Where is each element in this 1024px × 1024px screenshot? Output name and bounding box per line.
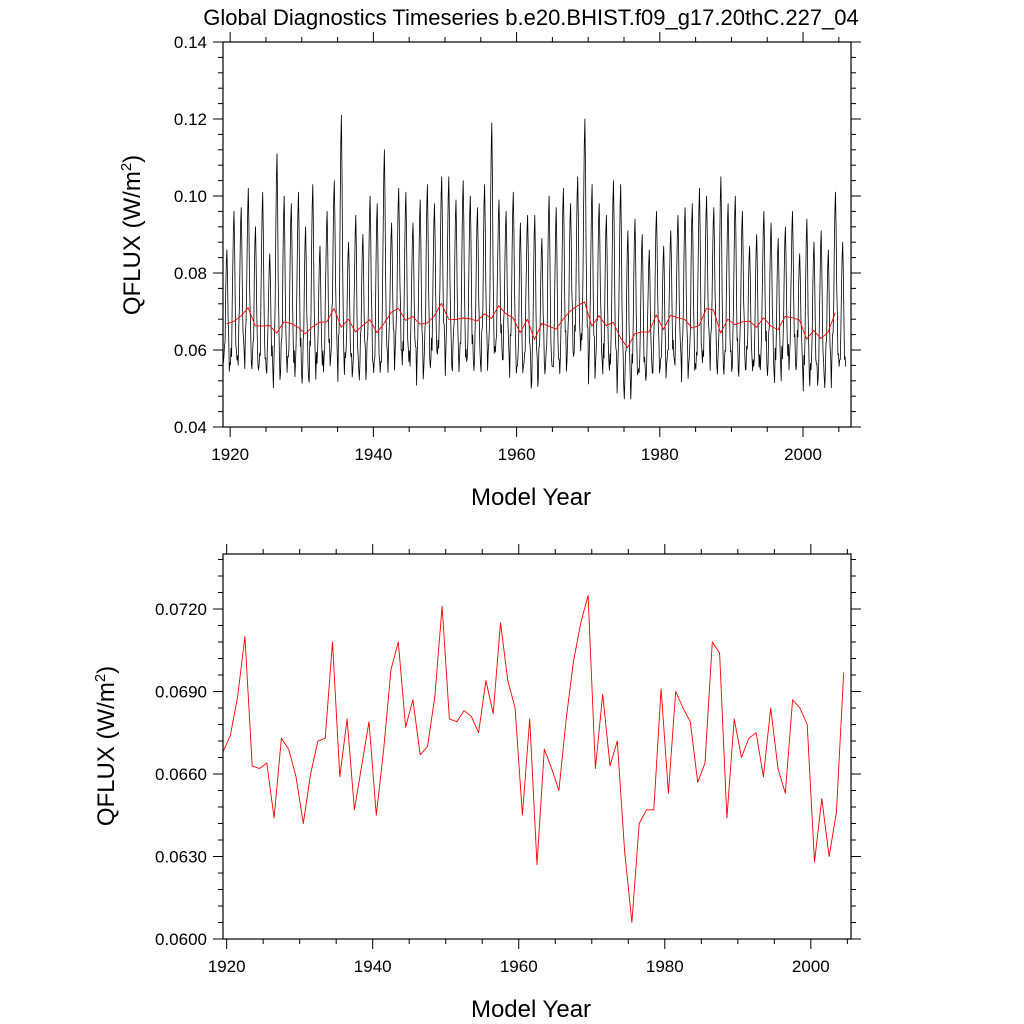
top-panel-series-annual-mean — [226, 301, 836, 349]
bottom-panel-ytick-label-3: 0.0690 — [155, 683, 207, 702]
top-panel: QFLUX (W/m2) Model Year 1920 1940 1960 1980… — [118, 32, 861, 511]
top-panel-ytick-label-3: 0.10 — [174, 187, 207, 206]
chart-title: Global Diagnostics Timeseries b.e20.BHIS… — [203, 5, 859, 30]
bottom-panel-ytick-label-2: 0.0660 — [155, 765, 207, 784]
top-panel-xtick-label-2000: 2000 — [784, 445, 822, 464]
top-panel-plot-frame — [222, 41, 852, 428]
bottom-panel-xtick-label-1940: 1940 — [354, 957, 392, 976]
bottom-panel-xtick-label-2000: 2000 — [792, 957, 830, 976]
top-panel-xtick-label-1960: 1960 — [498, 445, 536, 464]
top-panel-series-monthly — [222, 114, 847, 400]
top-panel-xtick-label-1980: 1980 — [641, 445, 679, 464]
bottom-panel-xtick-label-1920: 1920 — [208, 957, 246, 976]
top-panel-ytick-label-2: 0.08 — [174, 264, 207, 283]
bottom-panel-ytick-label-1: 0.0630 — [155, 848, 207, 867]
svg-text:QFLUX (W/m2): QFLUX (W/m2) — [92, 666, 120, 826]
bottom-x-axis-title: Model Year — [471, 996, 591, 1023]
bottom-panel-plot-frame — [222, 553, 852, 940]
top-panel-xtick-label-1940: 1940 — [354, 445, 392, 464]
svg-text:QFLUX (W/m2): QFLUX (W/m2) — [118, 155, 146, 315]
top-panel-ytick-label-4: 0.12 — [174, 110, 207, 129]
bottom-y-axis-title: QFLUX (W/m2) — [92, 666, 120, 826]
top-panel-xtick-label-1920: 1920 — [211, 445, 249, 464]
bottom-panel-series-annual-mean — [222, 594, 845, 923]
top-panel-ytick-label-5: 0.14 — [174, 33, 207, 52]
top-x-axis-title: Model Year — [471, 484, 591, 511]
bottom-panel-xtick-label-1980: 1980 — [646, 957, 684, 976]
bottom-panel-ytick-label-4: 0.0720 — [155, 600, 207, 619]
top-y-axis-title: QFLUX (W/m2) — [118, 155, 146, 315]
bottom-panel-xtick-label-1960: 1960 — [500, 957, 538, 976]
top-panel-ytick-label-1: 0.06 — [174, 341, 207, 360]
bottom-panel: QFLUX (W/m2) Model Year 1920 1940 1960 1980… — [92, 544, 861, 1023]
bottom-panel-ytick-label-0: 0.0600 — [155, 930, 207, 949]
top-panel-ytick-label-0: 0.04 — [174, 418, 207, 437]
